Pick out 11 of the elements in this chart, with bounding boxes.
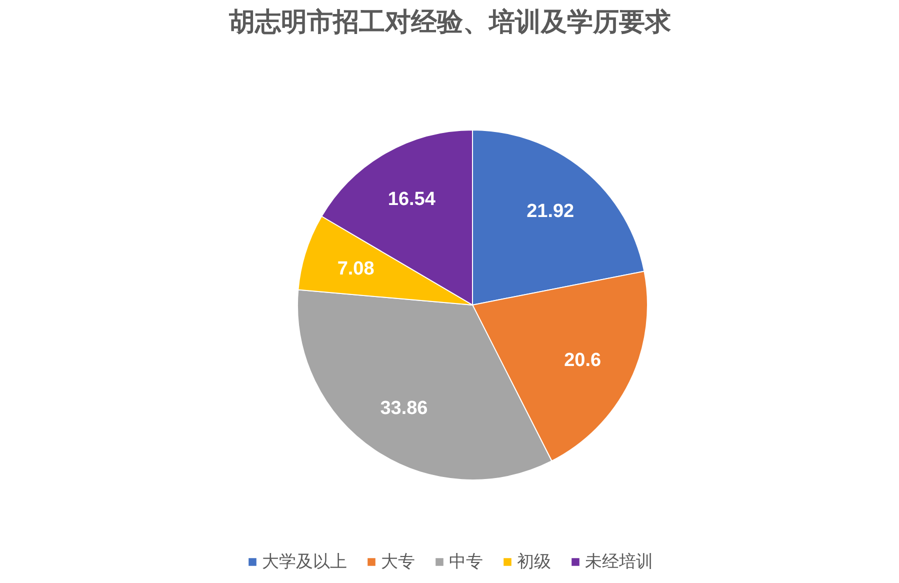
data-label: 7.08 xyxy=(337,258,374,280)
data-label: 33.86 xyxy=(380,398,428,420)
legend-label: 大专 xyxy=(381,551,415,573)
legend-label: 未经培训 xyxy=(585,551,653,573)
data-label: 21.92 xyxy=(526,200,574,222)
data-label: 20.6 xyxy=(564,350,602,371)
legend-label: 大学及以上 xyxy=(262,551,347,573)
data-label: 16.54 xyxy=(388,189,436,210)
legend-label: 中专 xyxy=(449,551,483,573)
chart-title: 胡志明市招工对经验、培训及学历要求 xyxy=(228,8,672,38)
legend-label: 初级 xyxy=(517,551,551,573)
